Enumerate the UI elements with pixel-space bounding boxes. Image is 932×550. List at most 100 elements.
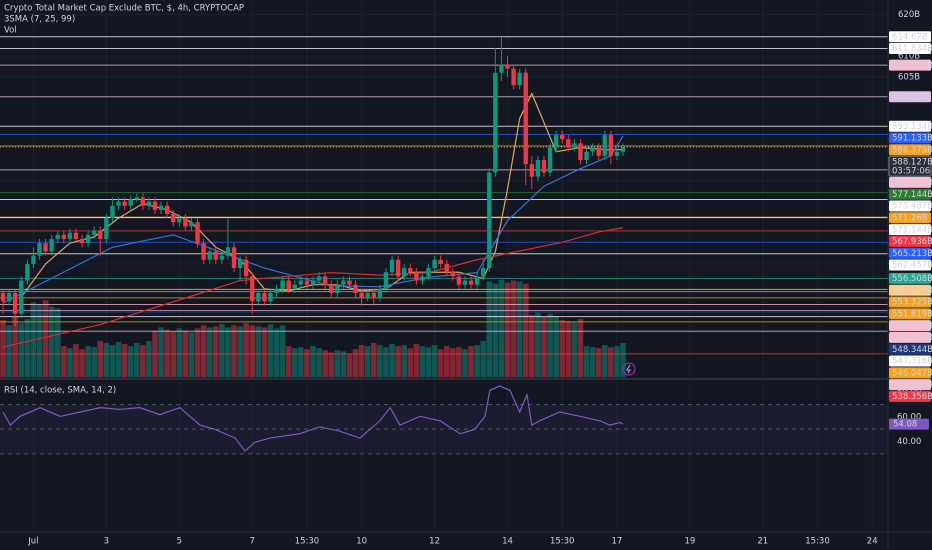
- candle-body: [110, 205, 115, 219]
- indicator-legend: 3SMA (7, 25, 99): [4, 15, 75, 25]
- price-label-bg: [889, 343, 931, 355]
- candle-body: [608, 135, 614, 156]
- price-label: 575.487B: [892, 202, 932, 212]
- level-layer: [0, 36, 888, 355]
- volume-bar: [237, 326, 243, 378]
- candle-body: [529, 164, 535, 177]
- x-tick-label: 24: [867, 537, 878, 547]
- x-tick-label: 10: [356, 537, 367, 547]
- volume-bar: [565, 321, 572, 378]
- volume-bar: [541, 316, 547, 378]
- price-label-bg: [889, 224, 931, 236]
- price-label-bg: [888, 155, 932, 177]
- candle-body: [566, 139, 571, 148]
- volume-bar: [91, 347, 98, 378]
- candle-body: [92, 230, 97, 235]
- price-label: 588.379B: [892, 146, 932, 156]
- volume-bar: [322, 350, 328, 378]
- volume-bar: [109, 345, 116, 378]
- alert-bolt[interactable]: [626, 364, 632, 374]
- volume-bar: [486, 281, 493, 378]
- rsi-legend: RSI (14, close, SMA, 14, 2): [4, 386, 116, 396]
- price-label: 565.213B: [892, 249, 932, 259]
- candle-body: [116, 201, 121, 206]
- candle-body: [468, 280, 474, 285]
- price-label-bg: [889, 272, 931, 284]
- candle-body: [553, 135, 559, 148]
- x-tick-label: 15:30: [550, 537, 575, 547]
- volume-bar: [54, 308, 61, 378]
- price-label-bg: [889, 331, 931, 343]
- candle-body: [73, 232, 79, 239]
- candle-body: [438, 259, 443, 264]
- candle-body: [79, 238, 85, 244]
- volume-bar: [377, 345, 383, 378]
- alert-icon[interactable]: [622, 362, 636, 376]
- volume-bar: [383, 347, 389, 378]
- volume-bar: [498, 279, 505, 378]
- alert-circle[interactable]: [622, 362, 636, 376]
- volume-bar: [419, 346, 426, 378]
- volume-bar: [468, 346, 474, 378]
- volume-bar: [595, 348, 602, 378]
- price-label: 607.833B: [892, 61, 932, 71]
- price-label: 548.344B: [892, 345, 932, 355]
- y-tick-label: 605B: [898, 72, 920, 82]
- volume-bar: [443, 346, 450, 378]
- candle-body: [171, 214, 176, 223]
- volume-bar: [547, 313, 553, 378]
- volume-bar: [24, 319, 31, 378]
- volume-bar: [115, 341, 122, 378]
- candle-body: [347, 280, 352, 285]
- x-tick-label: 15:30: [295, 537, 320, 547]
- x-tick-label: 14: [502, 537, 513, 547]
- volume-bar: [97, 340, 104, 378]
- volume-bar: [298, 347, 304, 378]
- volume-bar: [358, 345, 365, 378]
- x-tick-label: 15:30: [805, 537, 830, 547]
- candle-body: [213, 251, 218, 260]
- price-label: 600.23B: [892, 92, 928, 102]
- price-label-bg: [889, 188, 931, 200]
- volume-bar: [316, 348, 322, 378]
- candle-body: [31, 255, 36, 264]
- y-tick-label: 610B: [898, 52, 920, 62]
- volume-bar: [516, 281, 523, 378]
- volume-bar: [620, 343, 626, 378]
- candle-body: [37, 243, 42, 256]
- price-label-bg: [889, 120, 931, 132]
- candle-body: [329, 284, 334, 293]
- volume-bar: [389, 344, 395, 378]
- candle-body: [49, 238, 54, 252]
- volume-bar: [608, 347, 614, 378]
- candle-body: [450, 272, 456, 277]
- price-label: 571.26B: [892, 214, 928, 224]
- price-label-bg: [889, 144, 931, 156]
- candle-body: [365, 292, 370, 298]
- volume-bar: [79, 349, 85, 378]
- volume-bar: [61, 346, 67, 378]
- volume-layer: [0, 279, 626, 378]
- volume-bar: [279, 325, 286, 378]
- candle-body: [243, 259, 249, 277]
- volume-bar: [188, 332, 195, 378]
- volume-bar: [285, 346, 292, 378]
- candle-body: [152, 201, 158, 210]
- price-label: 614.67B: [892, 32, 928, 42]
- price-label: 538.356B: [892, 392, 932, 402]
- candle-body: [189, 222, 194, 227]
- volume-bar: [577, 319, 584, 378]
- volume-bar: [364, 346, 371, 378]
- price-label-bg: [889, 320, 931, 332]
- candle-body: [237, 259, 243, 269]
- volume-bar: [431, 345, 438, 378]
- volume-bar: [450, 348, 456, 378]
- price-label-bg: [889, 91, 931, 103]
- candle-body: [614, 151, 620, 156]
- candle-body: [505, 64, 510, 69]
- volume-bar: [407, 348, 414, 378]
- candle-body: [481, 268, 486, 277]
- volume-bar: [529, 314, 535, 378]
- candle-body: [560, 135, 565, 140]
- candle-body: [523, 72, 528, 165]
